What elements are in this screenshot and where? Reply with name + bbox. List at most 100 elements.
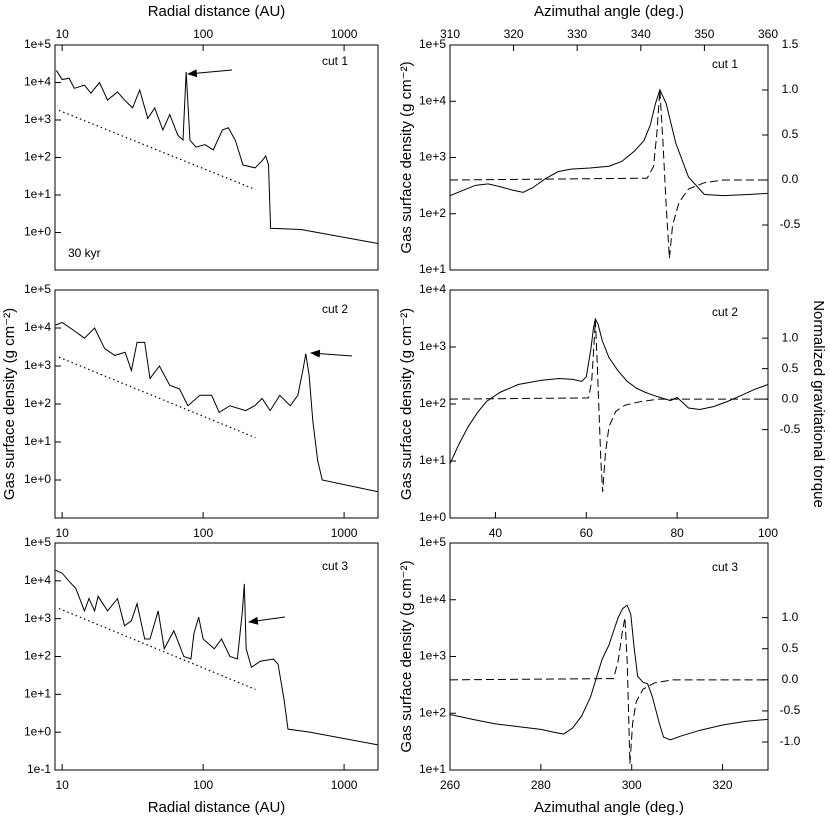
x-axis-title: Radial distance (AU)	[148, 3, 286, 20]
x-tick-label: 10	[55, 27, 69, 41]
data-line	[55, 321, 378, 493]
x-tick-label: 320	[713, 778, 733, 792]
y-tick-label: 1e+0	[419, 510, 446, 524]
y-tick-label: 1e+2	[24, 396, 51, 410]
x-axis-title: Azimuthal angle (deg.)	[534, 799, 684, 816]
y-axis-title: Gas surface density (g cm⁻²)	[398, 560, 415, 752]
x-tick-label: 60	[580, 526, 594, 540]
x-tick-label: 10	[55, 526, 69, 540]
arrow	[310, 349, 353, 358]
y2-tick-label: 0.5	[782, 361, 799, 375]
y-tick-label: 1e+3	[419, 339, 446, 353]
y2-tick-label: 1.0	[782, 82, 799, 96]
y-tick-label: 1e+3	[24, 611, 51, 625]
annotation: cut 1	[322, 54, 348, 68]
plot-frame	[54, 44, 379, 271]
x-tick-label: 1000	[331, 526, 358, 540]
y-tick-label: 1e+3	[24, 358, 51, 372]
y2-tick-label: 0.5	[782, 127, 799, 141]
y-tick-label: 1e+4	[419, 592, 446, 606]
x-tick-label: 10	[55, 778, 69, 792]
y-tick-label: 1e+2	[419, 396, 446, 410]
y2-tick-label: -0.5	[780, 217, 801, 231]
x-tick-label: 320	[504, 27, 524, 41]
y-tick-label: 1e+1	[24, 434, 51, 448]
panel: 10 100 1000 1e-1 1e+0 1e+1 1e+2 1e+3 1e+4 1e+5 Rad…	[24, 535, 379, 816]
x-tick-label: 300	[622, 778, 642, 792]
x-axis-title: Azimuthal angle (deg.)	[534, 3, 684, 20]
annotation: cut 3	[712, 560, 738, 574]
panel: 10 100 1000 1e+0 1e+1 1e+2 1e+3 1e+4 1e+5 Gas sur…	[1, 282, 379, 540]
x-tick-label: 100	[193, 526, 213, 540]
x-tick-label: 310	[440, 27, 460, 41]
annotation: cut 3	[322, 559, 348, 573]
panel: 10 100 1000 1e+0 1e+1 1e+2 1e+3 1e+4 1e+5 Radial …	[24, 3, 379, 271]
annotation: cut 1	[712, 57, 738, 71]
x-tick-label: 260	[440, 778, 460, 792]
data-line	[55, 70, 378, 244]
y-tick-label: 1e+4	[24, 573, 51, 587]
y2-tick-label: 1.0	[782, 610, 799, 624]
y2-axis-title: Normalized gravitational torque	[810, 300, 827, 508]
y-tick-label: 1e+2	[419, 206, 446, 220]
y2-tick-label: 0.0	[782, 391, 799, 405]
y2-tick-label: 0.5	[782, 641, 799, 655]
plot-frame	[449, 542, 769, 771]
arrow	[248, 616, 286, 625]
y2-tick-label: 0.0	[782, 172, 799, 186]
y-tick-label: 1e+3	[419, 150, 446, 164]
data-line	[58, 356, 256, 439]
annotation: 30 kyr	[68, 246, 101, 260]
y-tick-label: 1e-1	[27, 762, 51, 776]
x-tick-label: 80	[670, 526, 684, 540]
y2-tick-label: 1.0	[782, 330, 799, 344]
y-tick-label: 1e+0	[24, 225, 51, 239]
x-tick-label: 1000	[331, 27, 358, 41]
data-line	[450, 89, 768, 259]
y-tick-label: 1e+2	[419, 705, 446, 719]
y2-tick-label: 1.5	[782, 37, 799, 51]
y-tick-label: 1e+2	[24, 150, 51, 164]
x-tick-label: 330	[567, 27, 587, 41]
arrow	[187, 69, 233, 78]
y-tick-label: 1e+4	[24, 75, 51, 89]
data-line	[450, 617, 768, 764]
data-line	[58, 109, 256, 191]
y-tick-label: 1e+5	[24, 282, 51, 296]
x-tick-label: 280	[531, 778, 551, 792]
panel: 40 60 80 100 1e+0 1e+1 1e+2 1e+3 1e+4 -0.5 0.0 0.5 1…	[398, 282, 827, 540]
plot-frame	[54, 289, 379, 519]
y-tick-label: 1e+1	[419, 262, 446, 276]
annotation: cut 2	[712, 305, 738, 319]
x-tick-label: 1000	[331, 778, 358, 792]
y-tick-label: 1e+4	[24, 320, 51, 334]
y-tick-label: 1e+5	[24, 37, 51, 51]
y-axis-title: Gas surface density (g cm⁻²)	[1, 308, 18, 500]
x-tick-label: 350	[694, 27, 714, 41]
x-tick-label: 100	[758, 526, 778, 540]
data-line	[55, 569, 378, 746]
data-line	[450, 88, 768, 197]
data-line	[450, 319, 768, 492]
y-axis-title: Gas surface density (g cm⁻²)	[398, 61, 415, 253]
y-tick-label: 1e+1	[419, 762, 446, 776]
y-tick-label: 1e+4	[419, 93, 446, 107]
x-tick-label: 340	[631, 27, 651, 41]
data-line	[450, 604, 768, 741]
y-tick-label: 1e+5	[24, 535, 51, 549]
y2-tick-label: -0.5	[780, 703, 801, 717]
x-tick-label: 100	[193, 27, 213, 41]
y-axis-title: Gas surface density (g cm⁻²)	[398, 308, 415, 500]
y-tick-label: 1e+1	[24, 687, 51, 701]
y-tick-label: 1e+0	[24, 472, 51, 486]
annotation: cut 2	[322, 302, 348, 316]
y-tick-label: 1e+3	[419, 649, 446, 663]
plot-frame	[449, 44, 769, 271]
panel: 310 320 330 340 350 360 1e+1 1e+2 1e+3 1e+4 1e+5 -0…	[398, 3, 801, 276]
y2-tick-label: -0.5	[780, 422, 801, 436]
y-tick-label: 1e+1	[419, 453, 446, 467]
y-tick-label: 1e+2	[24, 649, 51, 663]
x-tick-label: 100	[193, 778, 213, 792]
y-tick-label: 1e+0	[24, 724, 51, 738]
